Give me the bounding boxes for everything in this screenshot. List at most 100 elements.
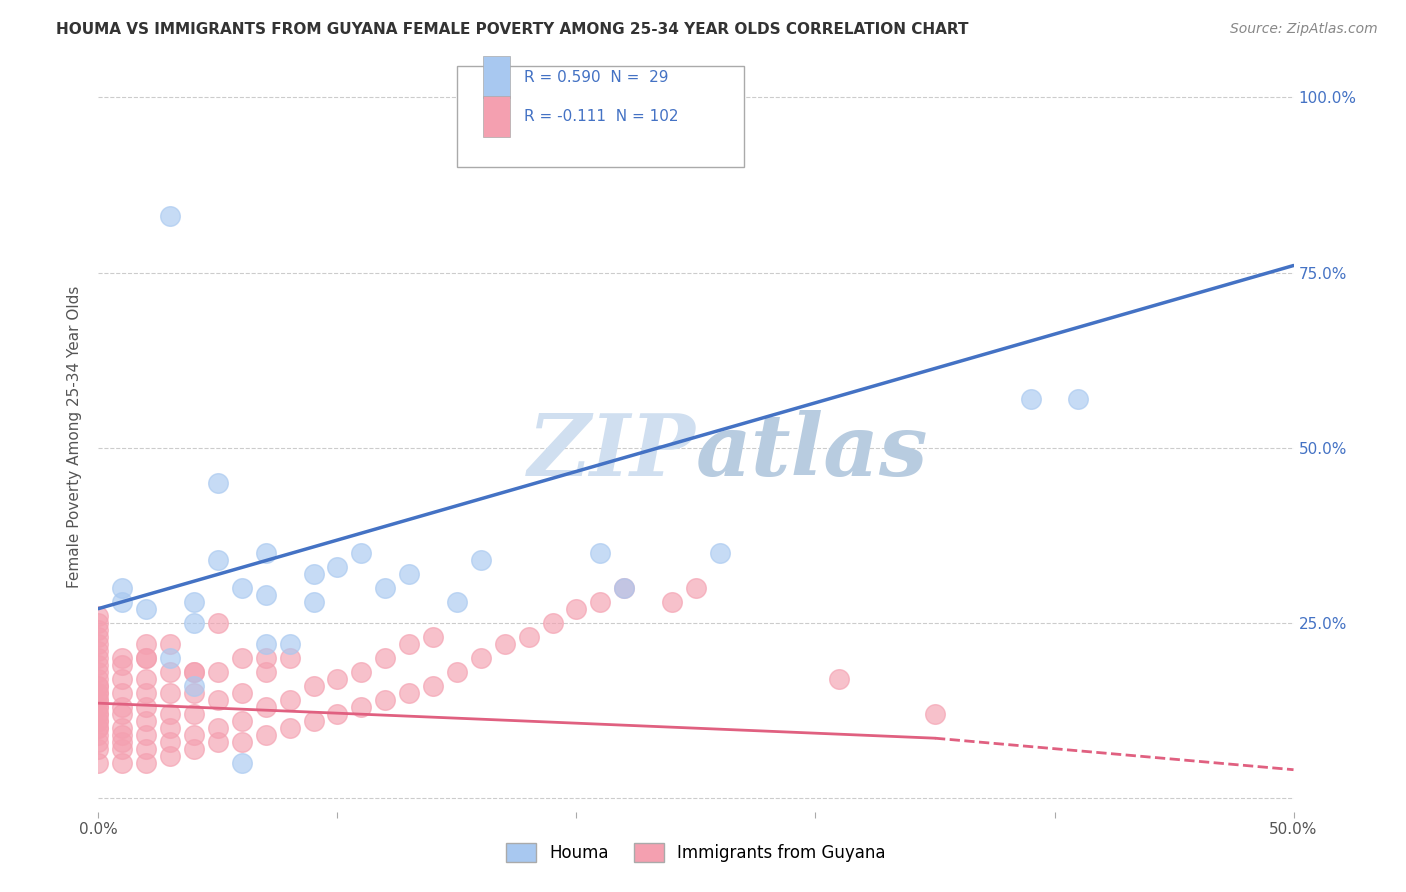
Point [207,615,229,630]
Point [183,728,205,742]
Point [159,706,181,721]
Point [159,686,181,700]
Point [87,679,110,693]
Point [87,650,110,665]
Point [159,665,181,679]
Point [207,552,229,566]
FancyBboxPatch shape [484,96,509,137]
Point [1067,392,1090,406]
Point [111,756,134,770]
Point [87,706,110,721]
Point [254,650,277,665]
Point [87,657,110,672]
Point [135,650,157,665]
Point [254,728,277,742]
FancyBboxPatch shape [484,56,509,97]
Point [350,665,373,679]
Point [231,734,253,748]
Point [135,756,157,770]
Point [111,594,134,608]
Point [135,672,157,686]
Point [278,692,301,706]
Point [302,714,325,728]
Point [183,686,205,700]
Point [470,650,492,665]
Legend: Houma, Immigrants from Guyana: Houma, Immigrants from Guyana [498,835,894,871]
Point [111,657,134,672]
Point [111,672,134,686]
Point [278,650,301,665]
Point [661,594,683,608]
Point [135,650,157,665]
Point [135,699,157,714]
Point [254,588,277,602]
Point [326,672,349,686]
Point [87,623,110,637]
Point [111,706,134,721]
Point [422,679,444,693]
Point [207,665,229,679]
Point [183,741,205,756]
Point [254,546,277,560]
Point [111,741,134,756]
Point [924,706,946,721]
Point [207,734,229,748]
Point [589,594,612,608]
Point [111,650,134,665]
Point [135,637,157,651]
Point [111,734,134,748]
Point [446,594,468,608]
Point [446,665,468,679]
Point [87,721,110,735]
Point [159,734,181,748]
Point [231,756,253,770]
Point [87,686,110,700]
Point [254,665,277,679]
Point [374,692,396,706]
Point [422,630,444,644]
Point [87,643,110,657]
Point [111,686,134,700]
Point [111,699,134,714]
Point [87,721,110,735]
Point [398,686,420,700]
Point [302,566,325,581]
Point [183,706,205,721]
Point [613,581,636,595]
Point [87,637,110,651]
Point [517,630,540,644]
Point [87,692,110,706]
Point [87,728,110,742]
Point [87,630,110,644]
Y-axis label: Female Poverty Among 25-34 Year Olds: Female Poverty Among 25-34 Year Olds [67,286,83,588]
Point [254,637,277,651]
Point [254,699,277,714]
Point [207,475,229,490]
Point [111,728,134,742]
Point [87,714,110,728]
Point [709,546,731,560]
Point [326,559,349,574]
Point [350,699,373,714]
Text: R = 0.590  N =  29: R = 0.590 N = 29 [524,70,668,85]
Point [207,692,229,706]
Point [828,672,851,686]
Point [494,637,516,651]
FancyBboxPatch shape [457,66,744,168]
Point [231,581,253,595]
Point [565,601,588,615]
Point [159,650,181,665]
Point [278,637,301,651]
Point [87,699,110,714]
Point [398,637,420,651]
Point [135,741,157,756]
Point [87,672,110,686]
Point [183,665,205,679]
Point [207,721,229,735]
Point [183,594,205,608]
Point [87,756,110,770]
Point [470,552,492,566]
Point [87,615,110,630]
Point [87,692,110,706]
Point [685,581,707,595]
